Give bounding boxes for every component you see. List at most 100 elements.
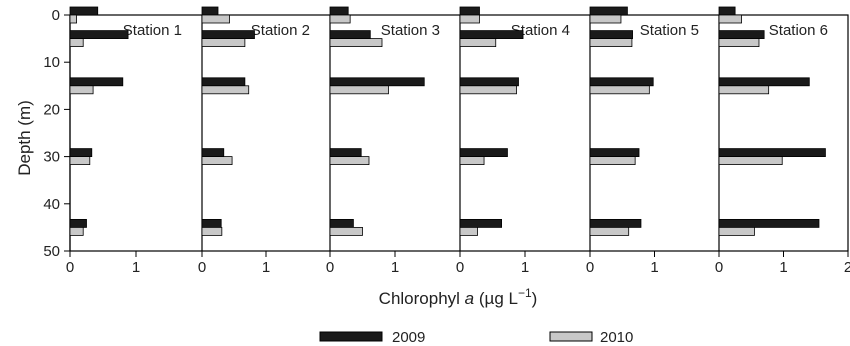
bar-2009 bbox=[718, 218, 820, 228]
bar-2009 bbox=[69, 6, 99, 16]
bar-2010 bbox=[459, 14, 480, 24]
bar-2009 bbox=[69, 30, 129, 40]
bar-2010 bbox=[201, 226, 223, 236]
bar-2009 bbox=[69, 148, 93, 158]
bar-2010 bbox=[589, 38, 633, 47]
x-axis-title-unit: (µg L bbox=[474, 289, 518, 308]
x-tick-label: 0 bbox=[456, 259, 464, 276]
bar-2010 bbox=[201, 156, 233, 166]
x-tick-label: 1 bbox=[132, 259, 140, 276]
x-tick-label: 0 bbox=[715, 259, 723, 276]
bar-2009 bbox=[201, 77, 246, 87]
x-tick-label: 0 bbox=[198, 259, 206, 276]
bar-2010 bbox=[329, 14, 351, 24]
y-tick-label: 20 bbox=[43, 101, 60, 118]
bar-2010 bbox=[718, 226, 755, 236]
bar-2009 bbox=[329, 148, 362, 158]
y-tick-label: 10 bbox=[43, 54, 60, 71]
station-label: Station 5 bbox=[640, 22, 699, 39]
legend-swatch-2010 bbox=[549, 331, 593, 342]
bar-2010 bbox=[69, 14, 77, 24]
station-label: Station 6 bbox=[769, 22, 828, 39]
bar-2010 bbox=[718, 156, 783, 166]
y-tick-label: 50 bbox=[43, 243, 60, 260]
bar-2010 bbox=[329, 38, 383, 47]
bar-2010 bbox=[329, 85, 389, 95]
bar-2010 bbox=[69, 226, 84, 236]
bar-2009 bbox=[201, 30, 255, 40]
bar-2010 bbox=[459, 85, 517, 95]
x-tick-label: 1 bbox=[521, 259, 529, 276]
legend-label-2010: 2010 bbox=[600, 329, 633, 346]
bar-2010 bbox=[589, 226, 630, 236]
bar-2009 bbox=[459, 148, 508, 158]
panel-station-1: 0 1 Station 1 bbox=[66, 6, 182, 276]
x-axis-title: Chlorophyl a (µg L−1) bbox=[379, 286, 538, 308]
x-tick-label: 1 bbox=[391, 259, 399, 276]
bar-2010 bbox=[69, 38, 84, 47]
bar-2009 bbox=[459, 218, 502, 228]
bar-2009 bbox=[201, 148, 225, 158]
bar-2010 bbox=[459, 38, 497, 47]
y-tick-label: 0 bbox=[52, 7, 60, 24]
bar-2010 bbox=[201, 14, 230, 24]
x-axis-title-prefix: Chlorophyl bbox=[379, 289, 465, 308]
bar-2009 bbox=[69, 218, 87, 228]
station-label: Station 1 bbox=[123, 22, 182, 39]
panel-station-5: 0 1 Station 5 bbox=[586, 6, 699, 276]
bar-2009 bbox=[201, 6, 219, 16]
bar-2010 bbox=[589, 14, 622, 24]
bar-2009 bbox=[589, 218, 642, 228]
bar-2010 bbox=[718, 38, 760, 47]
bar-2009 bbox=[459, 30, 524, 40]
bar-2010 bbox=[459, 226, 478, 236]
y-axis-title: Depth (m) bbox=[15, 100, 34, 176]
bar-2009 bbox=[329, 30, 371, 40]
bar-2010 bbox=[69, 156, 91, 166]
x-axis-title-close: ) bbox=[532, 289, 538, 308]
bar-2009 bbox=[718, 77, 810, 87]
bar-2010 bbox=[589, 156, 636, 166]
x-tick-label: 1 bbox=[262, 259, 270, 276]
bar-2009 bbox=[718, 148, 826, 158]
panel-station-3: 0 1 Station 3 bbox=[326, 6, 440, 276]
x-tick-label: 2 bbox=[844, 259, 850, 276]
bar-2010 bbox=[329, 226, 363, 236]
station-label: Station 4 bbox=[511, 22, 570, 39]
x-tick-label: 0 bbox=[326, 259, 334, 276]
bar-2010 bbox=[459, 156, 485, 166]
bar-2009 bbox=[329, 6, 349, 16]
legend-swatch-2009 bbox=[319, 331, 383, 342]
bar-2010 bbox=[718, 85, 770, 95]
bar-2009 bbox=[459, 6, 480, 16]
bar-2009 bbox=[718, 6, 736, 16]
bar-2010 bbox=[329, 156, 370, 166]
bar-2009 bbox=[589, 6, 628, 16]
plot-frame bbox=[69, 14, 849, 252]
panel-station-2: 0 1 Station 2 bbox=[198, 6, 310, 276]
bar-2009 bbox=[201, 218, 222, 228]
bar-2010 bbox=[718, 14, 742, 24]
legend: 2009 2010 bbox=[319, 329, 633, 346]
panel-station-6: 0 1 2 Station 6 bbox=[715, 6, 850, 276]
x-tick-label: 0 bbox=[586, 259, 594, 276]
y-tick-label: 40 bbox=[43, 196, 60, 213]
bar-2009 bbox=[69, 77, 124, 87]
bar-2009 bbox=[329, 77, 425, 87]
bar-2009 bbox=[589, 148, 640, 158]
x-tick-label: 1 bbox=[650, 259, 658, 276]
station-label: Station 3 bbox=[381, 22, 440, 39]
x-axis-title-italic: a bbox=[465, 289, 474, 308]
bar-2010 bbox=[201, 85, 250, 95]
station-label: Station 2 bbox=[251, 22, 310, 39]
bar-2009 bbox=[459, 77, 519, 87]
legend-label-2009: 2009 bbox=[392, 329, 425, 346]
bar-2009 bbox=[589, 30, 633, 40]
bar-2010 bbox=[201, 38, 246, 47]
bar-2009 bbox=[329, 218, 354, 228]
x-tick-label: 1 bbox=[779, 259, 787, 276]
panel-station-4: 0 1 Station 4 bbox=[456, 6, 570, 276]
bar-2010 bbox=[589, 85, 650, 95]
